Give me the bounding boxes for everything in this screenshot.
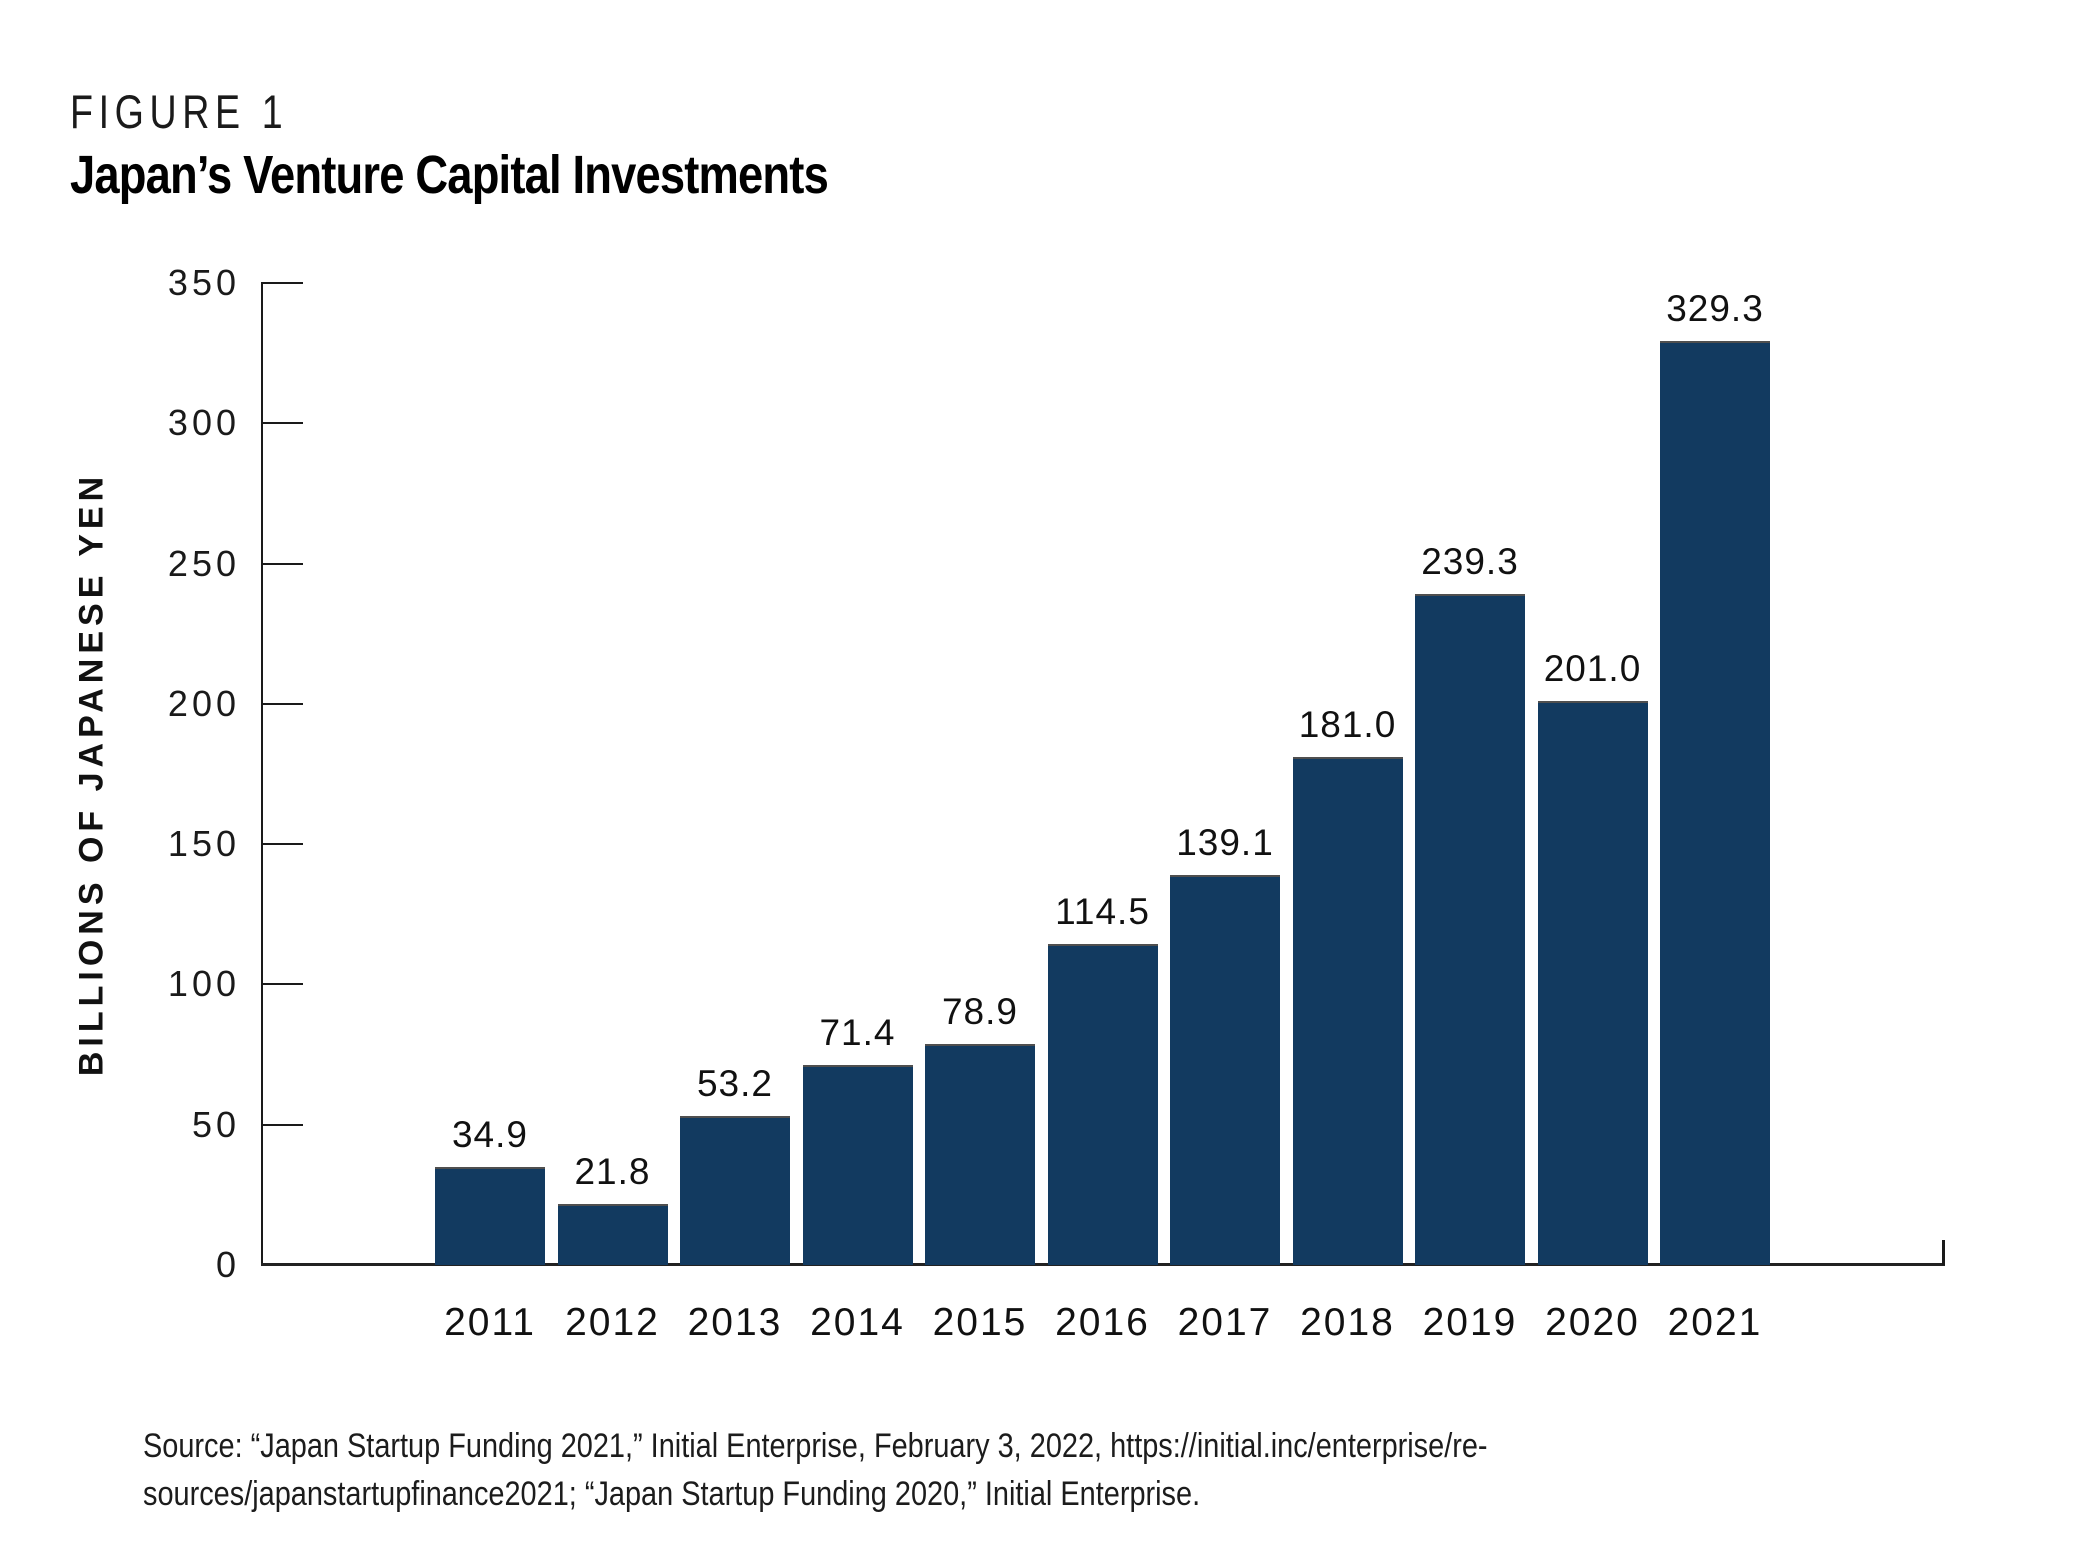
y-tick-line (261, 843, 303, 845)
bar-value-label-2014: 71.4 (819, 1011, 896, 1053)
y-tick-line (261, 563, 303, 565)
x-tick-label-2019: 2019 (1422, 1301, 1518, 1344)
x-tick-label-2020: 2020 (1545, 1301, 1640, 1344)
y-tick-label: 300 (167, 402, 240, 443)
source-line-1: Source: “Japan Startup Funding 2021,” In… (143, 1427, 1488, 1465)
x-tick-label-2015: 2015 (932, 1301, 1028, 1344)
x-tick-label-2014: 2014 (810, 1301, 905, 1344)
x-tick-label-2021: 2021 (1667, 1301, 1763, 1344)
bar-2011 (435, 1167, 545, 1265)
figure-number-label: FIGURE 1 (70, 85, 289, 138)
y-tick-line (261, 422, 303, 424)
y-tick-label: 0 (215, 1244, 240, 1285)
bar-value-label-2021: 329.3 (1666, 288, 1764, 330)
bar-value-label-2017: 139.1 (1176, 821, 1274, 863)
y-tick-label: 350 (167, 262, 240, 303)
y-tick-label: 50 (191, 1104, 240, 1145)
bar-2015 (925, 1043, 1035, 1265)
x-tick-label-2011: 2011 (444, 1301, 536, 1344)
bar-2017 (1170, 874, 1280, 1265)
bar-2018 (1292, 757, 1403, 1265)
y-axis-line (261, 283, 263, 1266)
bar-2019 (1415, 593, 1525, 1265)
bar-value-label-2011: 34.9 (451, 1114, 528, 1156)
y-tick-line (261, 703, 303, 705)
y-tick-label: 150 (167, 823, 240, 864)
x-tick-label-2018: 2018 (1300, 1301, 1395, 1344)
y-tick-line (261, 282, 303, 284)
source-note: Source: “Japan Startup Funding 2021,” In… (143, 1422, 1488, 1518)
bar-2020 (1537, 701, 1648, 1265)
x-axis-endcap (1942, 1240, 1945, 1265)
bar-2012 (557, 1203, 668, 1265)
bar-2016 (1047, 943, 1158, 1265)
x-tick-label-2013: 2013 (687, 1301, 783, 1344)
bar-2021 (1660, 341, 1770, 1265)
bar-value-label-2018: 181.0 (1298, 704, 1397, 746)
x-tick-label-2016: 2016 (1055, 1301, 1150, 1344)
bar-2014 (802, 1064, 913, 1265)
source-line-2: sources/japanstartupfinance2021; “Japan … (143, 1475, 1201, 1513)
x-tick-label-2017: 2017 (1177, 1301, 1273, 1344)
y-tick-line (261, 983, 303, 985)
y-tick-label: 100 (167, 963, 240, 1004)
bar-value-label-2015: 78.9 (941, 990, 1018, 1032)
bar-2013 (680, 1115, 790, 1265)
y-tick-line (261, 1124, 303, 1126)
y-tick-label: 200 (167, 683, 240, 724)
bar-value-label-2019: 239.3 (1421, 540, 1519, 582)
figure-title: Japan’s Venture Capital Investments (70, 145, 829, 205)
bar-value-label-2012: 21.8 (574, 1150, 651, 1192)
bar-value-label-2016: 114.5 (1055, 890, 1150, 932)
y-tick-label: 250 (167, 543, 240, 584)
bar-value-label-2013: 53.2 (696, 1062, 773, 1104)
bar-value-label-2020: 201.0 (1543, 648, 1642, 690)
x-tick-label-2012: 2012 (565, 1301, 660, 1344)
